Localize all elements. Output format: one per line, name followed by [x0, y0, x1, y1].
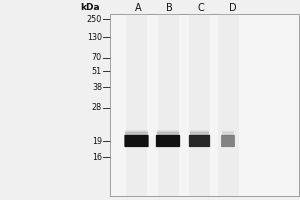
Text: 51: 51 — [92, 66, 102, 75]
FancyBboxPatch shape — [124, 135, 149, 147]
Bar — [125, 132, 148, 133]
Bar — [222, 135, 234, 136]
Bar — [125, 131, 148, 132]
Bar — [190, 135, 209, 136]
Bar — [125, 130, 148, 131]
Bar — [218, 14, 239, 196]
Bar — [125, 131, 148, 132]
Bar — [222, 130, 234, 131]
Text: A: A — [135, 3, 141, 13]
Bar — [125, 134, 148, 135]
Bar — [190, 134, 209, 135]
Bar — [190, 132, 209, 133]
Bar — [125, 133, 148, 134]
Text: B: B — [166, 3, 173, 13]
Bar — [222, 131, 234, 132]
Bar — [190, 131, 209, 132]
Bar — [222, 134, 234, 135]
Bar — [222, 132, 234, 133]
Bar — [126, 14, 147, 196]
Text: 38: 38 — [92, 83, 102, 92]
Text: 16: 16 — [92, 152, 102, 162]
Text: D: D — [229, 3, 236, 13]
Bar — [190, 129, 209, 130]
Bar — [157, 133, 179, 134]
Text: 70: 70 — [92, 53, 102, 62]
Bar — [125, 132, 148, 133]
Text: 28: 28 — [92, 104, 102, 112]
Text: 19: 19 — [92, 136, 102, 146]
Bar — [222, 131, 234, 132]
Bar — [157, 134, 179, 135]
Text: kDa: kDa — [80, 3, 100, 12]
Bar — [110, 14, 298, 196]
Bar — [157, 131, 179, 132]
Bar — [190, 133, 209, 134]
Bar — [110, 14, 298, 196]
Bar — [157, 130, 179, 131]
Bar — [222, 129, 234, 130]
Bar — [157, 132, 179, 133]
Bar — [222, 133, 234, 134]
Bar — [157, 130, 179, 131]
Text: 250: 250 — [87, 15, 102, 23]
FancyBboxPatch shape — [156, 135, 180, 147]
Bar — [125, 130, 148, 131]
Bar — [157, 129, 179, 130]
Text: C: C — [198, 3, 204, 13]
Bar — [157, 132, 179, 133]
Bar — [189, 14, 210, 196]
Bar — [190, 132, 209, 133]
FancyBboxPatch shape — [189, 135, 210, 147]
Bar — [190, 130, 209, 131]
Text: 130: 130 — [87, 32, 102, 42]
Bar — [157, 131, 179, 132]
Bar — [125, 135, 148, 136]
FancyBboxPatch shape — [221, 135, 235, 147]
Bar — [158, 14, 178, 196]
Bar — [222, 130, 234, 131]
Bar — [190, 130, 209, 131]
Bar — [222, 132, 234, 133]
Bar — [190, 131, 209, 132]
Bar — [125, 129, 148, 130]
Bar — [157, 135, 179, 136]
